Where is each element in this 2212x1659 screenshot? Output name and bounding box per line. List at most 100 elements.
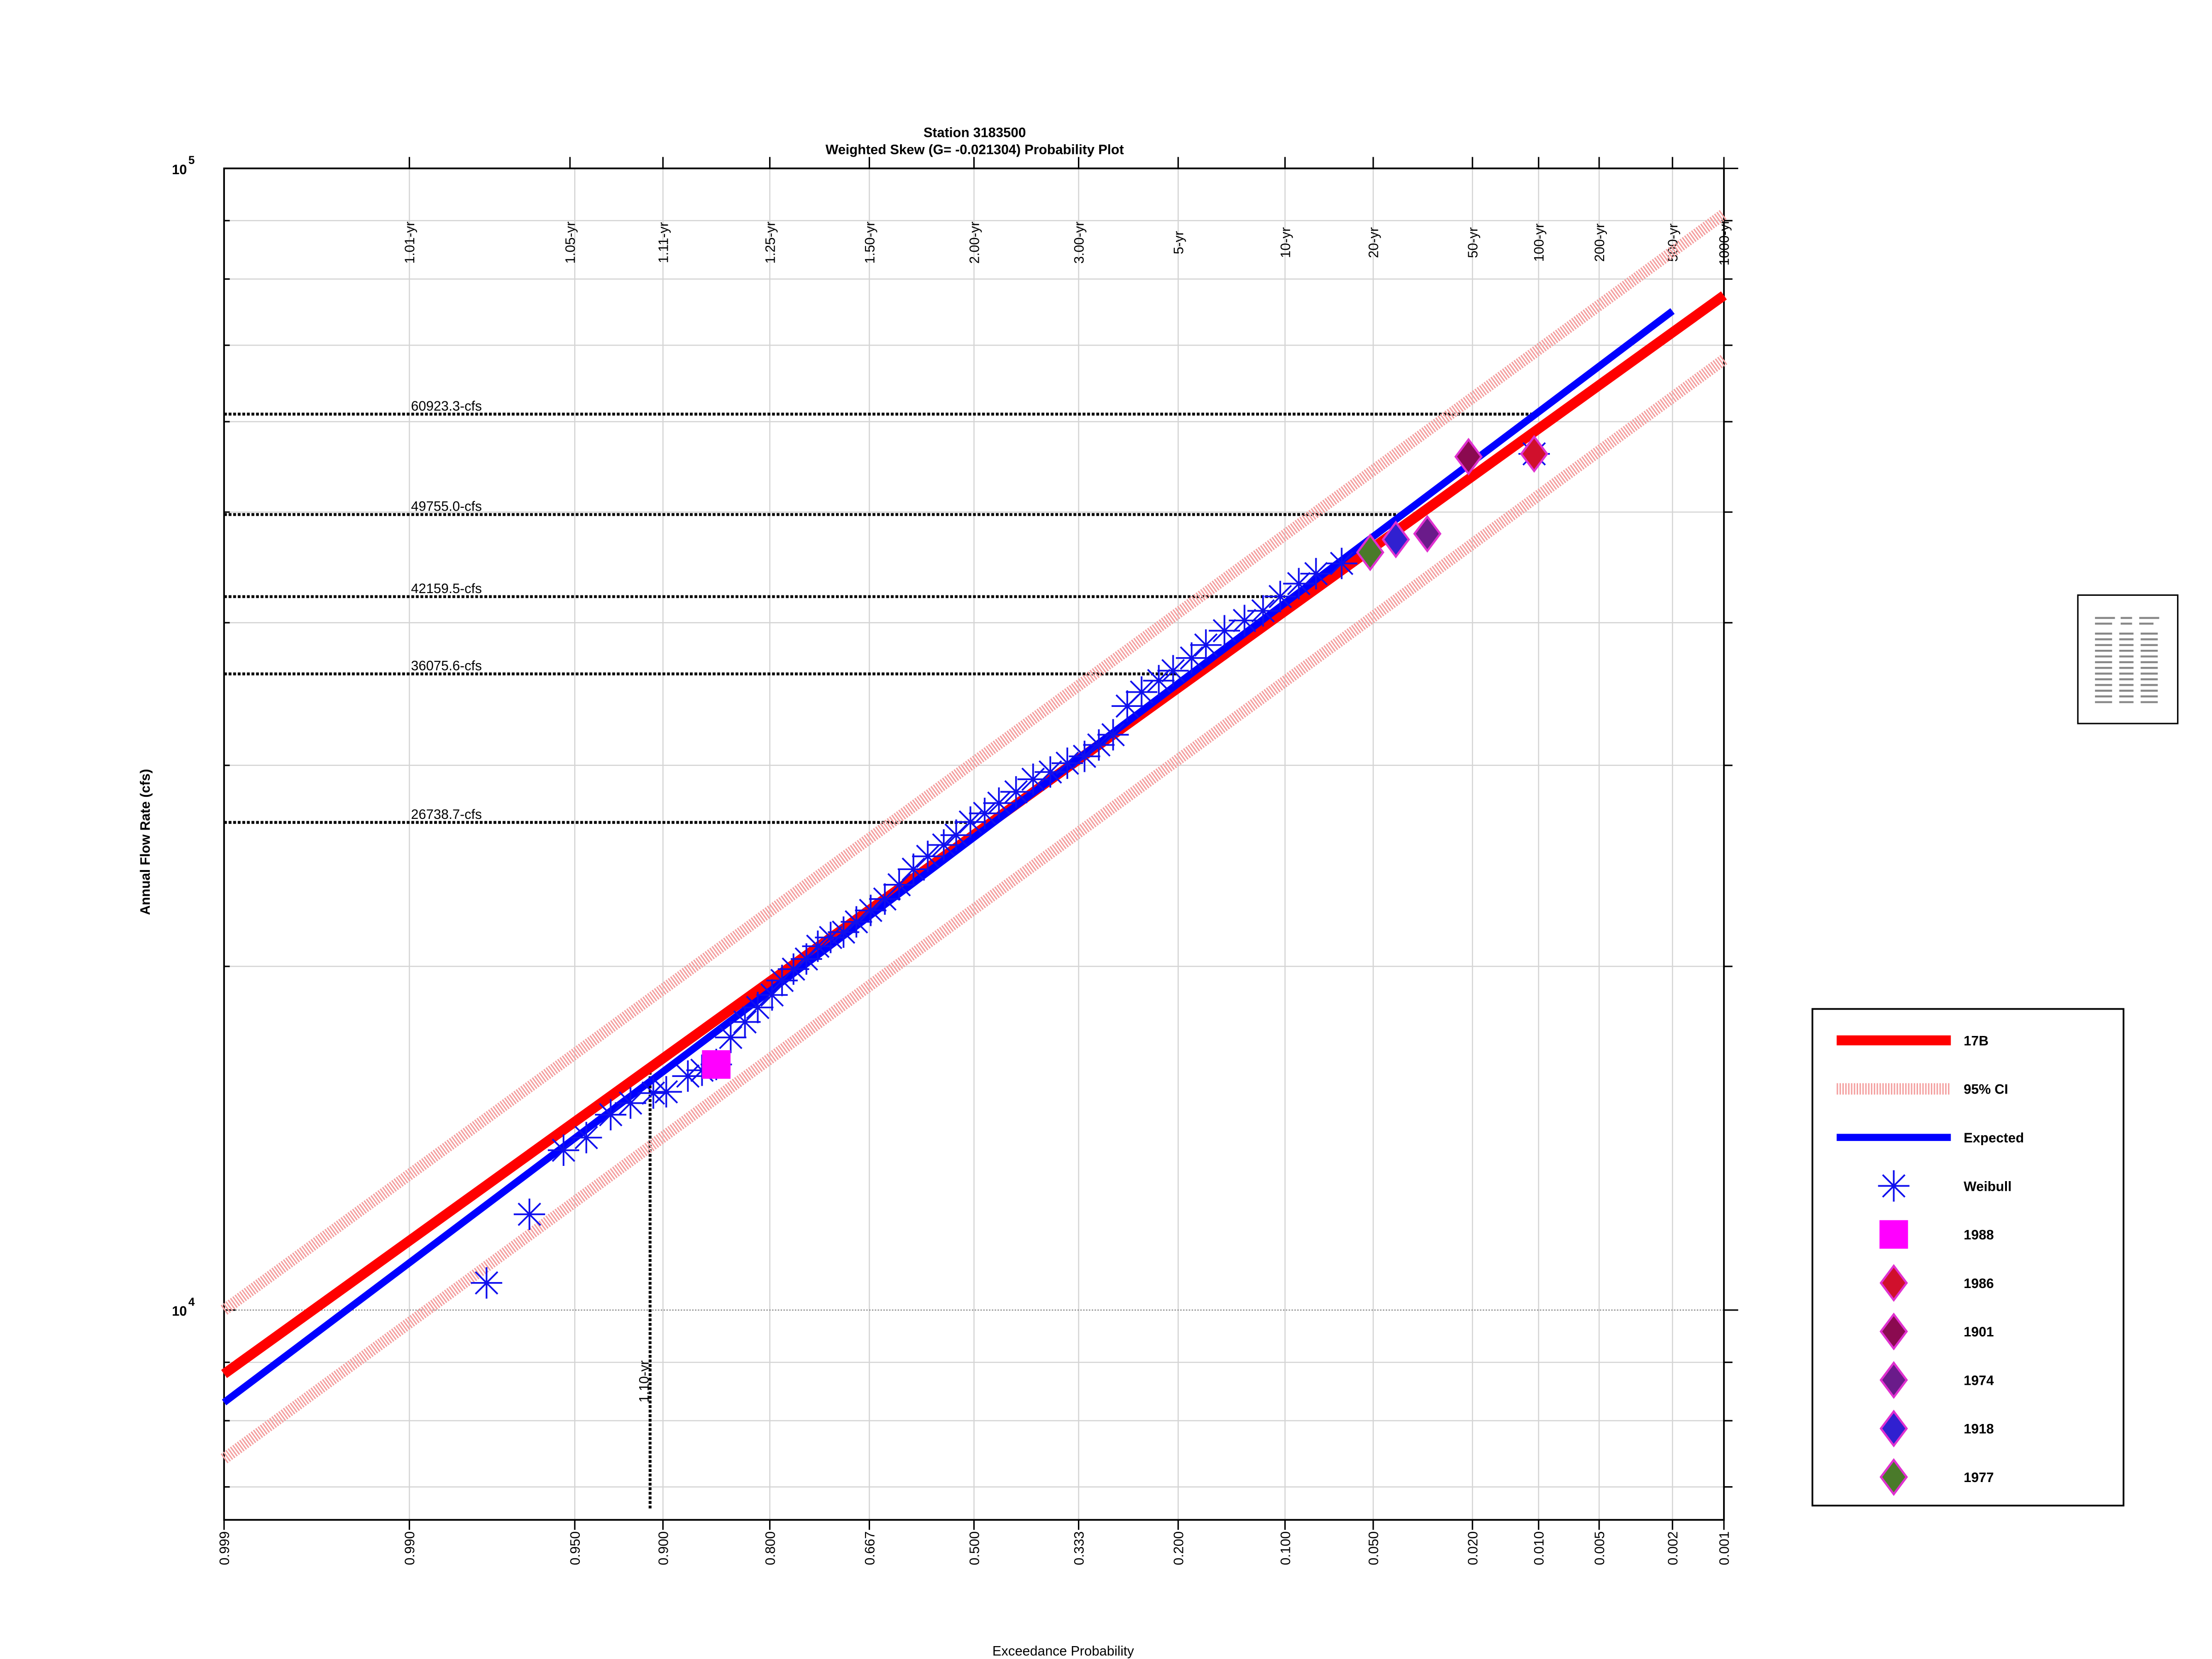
x2-tick-label: 1.05-yr — [563, 221, 578, 264]
x2-tick-label: 20-yr — [1366, 227, 1382, 258]
asterisk-stroke — [887, 873, 911, 897]
asterisk-stroke — [819, 925, 842, 949]
asterisk-stroke — [552, 1138, 576, 1162]
asterisk-stroke — [1073, 744, 1096, 768]
asterisk-stroke — [760, 983, 784, 1007]
legend-box — [1812, 1008, 2124, 1506]
weibull-point — [1126, 676, 1158, 708]
x2-tick-label: 10-yr — [1278, 227, 1293, 258]
plot-frame — [223, 167, 1725, 1521]
x-tick-label: 0.200 — [1171, 1531, 1186, 1565]
legend-item: 1901 — [1879, 1312, 1994, 1351]
x-tick-label: 0.950 — [568, 1531, 583, 1565]
asterisk-stroke — [1101, 723, 1125, 747]
x-tick-label: 0.010 — [1532, 1531, 1547, 1565]
legend-label: 1986 — [1964, 1276, 1994, 1291]
legend-item: 1977 — [1879, 1458, 1994, 1496]
reference-label: 60923.3-cfs — [411, 399, 482, 414]
x2-tick-label: 2.00-yr — [967, 221, 982, 264]
weibull-point — [571, 1122, 602, 1153]
diamond-point — [1879, 1409, 1908, 1447]
asterisk-stroke — [916, 844, 940, 868]
x2-tick-label: 200-yr — [1592, 224, 1607, 262]
legend-item: 1918 — [1879, 1409, 1994, 1447]
weibull-point — [1300, 558, 1332, 589]
asterisk-stroke — [859, 899, 882, 922]
asterisk-stroke — [1233, 609, 1256, 632]
weibull-point — [1190, 629, 1222, 661]
weibull-point — [1265, 581, 1296, 612]
asterisk-stroke — [1304, 562, 1328, 586]
chart-subtitle: Weighted Skew (G= -0.021304) Probability… — [825, 142, 1124, 157]
legend-label: 95% CI — [1964, 1082, 2008, 1097]
weibull-point — [742, 992, 774, 1024]
weibull-point — [912, 841, 944, 872]
x-tick-label: 0.100 — [1278, 1531, 1293, 1565]
weibull-point — [650, 1076, 682, 1108]
asterisk-stroke — [1180, 646, 1204, 670]
y-axis-label: Annual Flow Rate (cfs) — [138, 769, 153, 915]
fit-line — [222, 308, 1675, 1406]
weibull-point — [729, 1006, 761, 1038]
asterisk-stroke — [932, 833, 956, 857]
weibull-point — [1176, 642, 1207, 674]
asterisk-stroke — [1038, 760, 1062, 784]
asterisk-stroke — [1147, 669, 1171, 693]
weibull-point — [595, 1099, 627, 1130]
weibull-point — [841, 906, 872, 938]
plot-data — [220, 209, 1728, 1464]
asterisk-stroke — [676, 1064, 700, 1088]
x2-tick-label: 1.11-yr — [656, 222, 671, 264]
asterisk-stroke — [746, 995, 770, 1019]
x-tick-label: 0.005 — [1592, 1531, 1607, 1565]
x2-tick-label: 1.01-yr — [402, 221, 418, 264]
legend-item: 1974 — [1879, 1361, 1994, 1399]
diamond-point — [1454, 437, 1483, 476]
weibull-point — [790, 943, 822, 975]
x2-tick-label: 3.00-yr — [1071, 221, 1087, 264]
weibull-point — [898, 853, 930, 885]
ci-line — [220, 209, 1728, 1315]
asterisk-stroke — [518, 1202, 541, 1226]
weibull-point — [1283, 568, 1315, 600]
legend-label: 1918 — [1964, 1422, 1994, 1437]
x-tick-label: 0.800 — [763, 1531, 778, 1565]
asterisk-stroke — [1212, 619, 1236, 643]
asterisk-stroke — [475, 1271, 499, 1295]
asterisk-stroke — [1087, 733, 1111, 757]
asterisk-stroke — [1251, 599, 1275, 623]
legend-label: Expected — [1964, 1130, 2024, 1146]
x-tick-label: 0.667 — [862, 1531, 877, 1565]
legend-label: 1974 — [1964, 1373, 1994, 1388]
diamond-point — [1879, 1264, 1908, 1302]
legend-label: Weibull — [1964, 1179, 2012, 1194]
asterisk-stroke — [1130, 680, 1153, 704]
legend-item: 1988 — [1879, 1220, 1994, 1249]
x-axis-label: Exceedance Probability — [992, 1643, 1134, 1659]
asterisk-stroke — [654, 1080, 678, 1104]
asterisk-stroke — [794, 947, 818, 971]
weibull-point — [1326, 547, 1358, 579]
weibull-point — [547, 1134, 579, 1166]
x2-tick-label: 5-yr — [1171, 231, 1186, 254]
weibull-point — [471, 1267, 502, 1299]
diamond-point — [1356, 533, 1385, 571]
asterisk-stroke — [1161, 659, 1185, 682]
x-tick-label: 0.050 — [1366, 1531, 1382, 1565]
reference-label: 36075.6-cfs — [411, 659, 482, 674]
x-tick-label: 0.333 — [1071, 1531, 1087, 1565]
x-tick-label: 0.999 — [217, 1531, 232, 1565]
x-tick-label: 0.001 — [1717, 1531, 1732, 1565]
weibull-point — [1069, 741, 1100, 772]
legend-item: 17B — [1836, 1033, 1988, 1048]
weibull-point — [954, 806, 986, 838]
weibull-point — [1229, 605, 1260, 636]
reference-label: 1.10-yr — [637, 1360, 652, 1403]
table-text — [2095, 617, 2159, 703]
weibull-point — [1157, 655, 1189, 687]
x2-tick-label: 1.25-yr — [763, 221, 778, 264]
weibull-point — [983, 787, 1015, 819]
weibull-point — [1143, 665, 1175, 697]
